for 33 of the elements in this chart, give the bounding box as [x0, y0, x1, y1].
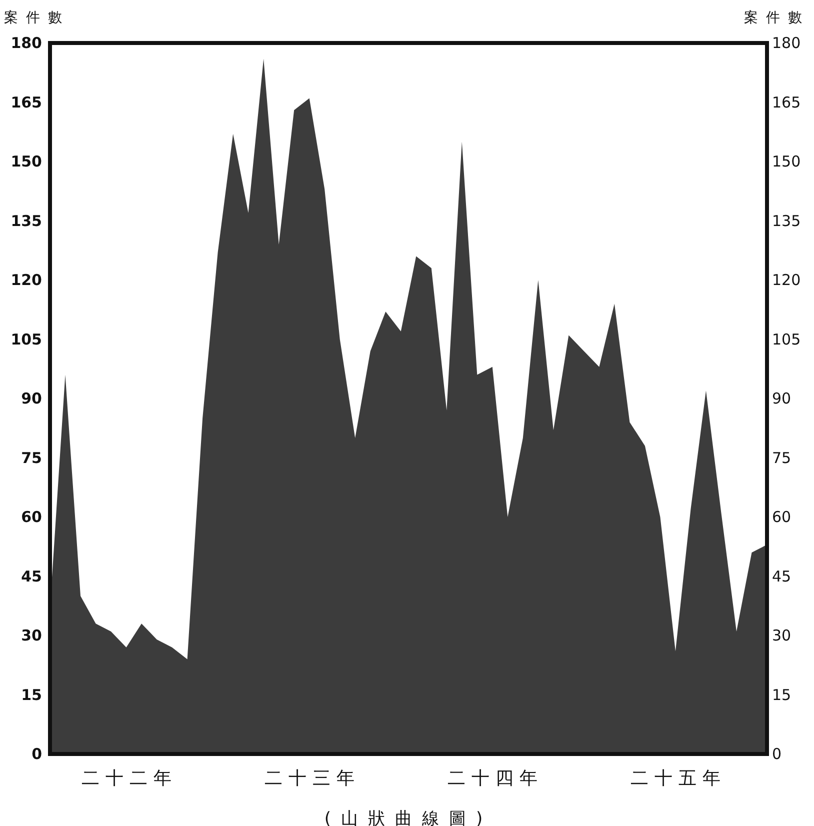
y-tick-label: 165 — [10, 93, 42, 112]
y-axis-title: 案件數 — [4, 9, 70, 26]
y2-tick-label: 135 — [772, 212, 801, 230]
x-tick-label: 二十二年 — [81, 768, 178, 789]
y2-tick-label: 15 — [772, 686, 792, 704]
y2-tick-label: 120 — [772, 271, 801, 289]
y-tick-label: 180 — [10, 34, 42, 52]
y-tick-label: 75 — [21, 448, 42, 467]
y-tick-label: 15 — [21, 686, 42, 704]
y2-tick-label: 30 — [772, 626, 792, 644]
y2-tick-label: 90 — [772, 390, 792, 408]
y-tick-label: 45 — [21, 567, 42, 586]
x-tick-label: 二十五年 — [630, 768, 726, 789]
y2-tick-label: 75 — [772, 448, 792, 467]
y-tick-label: 30 — [21, 626, 42, 644]
y2-tick-label: 45 — [772, 567, 792, 586]
text: (山狀曲線圖) — [324, 809, 493, 826]
y-tick-label: 120 — [10, 271, 42, 289]
y2-tick-label: 180 — [772, 34, 801, 52]
y-tick-label: 105 — [10, 330, 42, 348]
x-tick-label: 二十三年 — [264, 768, 360, 789]
y2-tick-label: 150 — [772, 152, 801, 170]
y2-axis-title: 案件數 — [744, 9, 810, 26]
y-tick-label: 90 — [21, 390, 42, 408]
y-tick-label: 135 — [10, 212, 42, 230]
y-tick-label: 0 — [32, 745, 42, 763]
y2-tick-label: 105 — [772, 330, 801, 348]
y2-tick-label: 0 — [772, 745, 782, 763]
y-tick-label: 60 — [21, 508, 42, 526]
y-tick-label: 150 — [10, 152, 42, 170]
y2-tick-label: 60 — [772, 508, 792, 526]
x-tick-label: 二十四年 — [447, 768, 544, 789]
y2-tick-label: 165 — [772, 93, 801, 112]
